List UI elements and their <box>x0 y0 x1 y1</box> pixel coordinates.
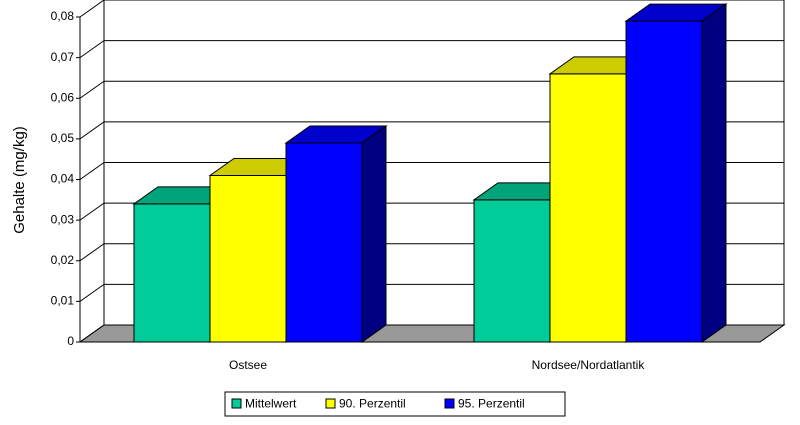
grid-side <box>79 283 105 302</box>
x-tick-label: Nordsee/Nordatlantik <box>532 358 646 372</box>
legend-label: 90. Perzentil <box>339 397 406 411</box>
y-tick-label: 0,05 <box>51 131 75 145</box>
grid-side <box>79 0 105 18</box>
y-tick-label: 0,07 <box>51 50 75 64</box>
legend-swatch <box>444 398 455 409</box>
bar-side <box>701 3 727 343</box>
bar <box>209 174 287 343</box>
legend-swatch <box>231 398 242 409</box>
bar <box>625 20 703 343</box>
bar <box>133 203 211 343</box>
y-tick-label: 0,01 <box>51 294 75 308</box>
y-tick-label: 0,04 <box>51 172 75 186</box>
grid-side <box>79 40 105 59</box>
bar-side <box>361 124 387 343</box>
y-tick-label: 0,03 <box>51 212 75 226</box>
grid-side <box>79 243 105 262</box>
bar <box>549 73 627 343</box>
legend-label: Mittelwert <box>245 397 297 411</box>
grid-side <box>79 202 105 221</box>
bar <box>473 199 551 343</box>
legend: Mittelwert 90. Perzentil 95. Perzentil <box>224 391 566 417</box>
y-axis-label: Gehalte (mg/kg) <box>11 126 28 234</box>
y-tick-label: 0,08 <box>51 9 75 23</box>
grid-side <box>79 80 105 99</box>
grid-side <box>79 121 105 140</box>
bar <box>285 142 363 343</box>
legend-swatch <box>325 398 336 409</box>
y-tick-label: 0,02 <box>51 253 75 267</box>
legend-box <box>224 391 566 417</box>
y-tick-label: 0 <box>67 334 74 348</box>
x-tick-label: Ostsee <box>229 358 267 372</box>
grid-side <box>79 162 105 180</box>
grid-side <box>79 324 105 343</box>
legend-label: 95. Perzentil <box>458 397 525 411</box>
y-tick-label: 0,06 <box>51 90 75 104</box>
